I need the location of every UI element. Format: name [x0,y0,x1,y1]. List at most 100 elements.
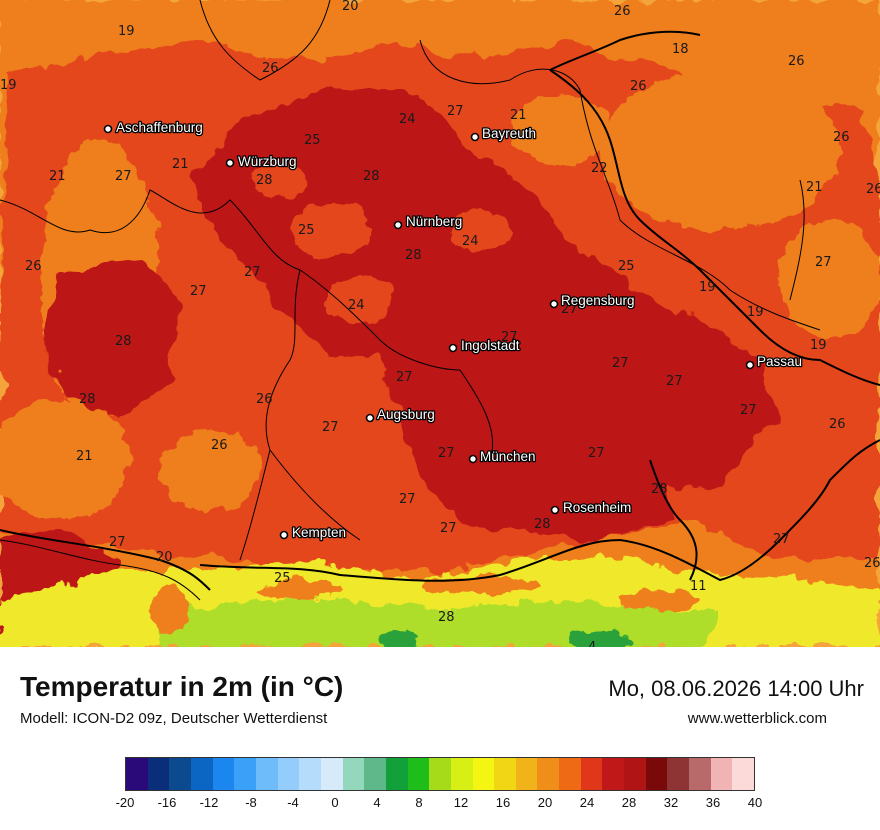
iso-label: 26 [262,61,279,76]
city-label: Ingolstadt [461,338,520,353]
map-title: Temperatur in 2m (in °C) [20,671,344,702]
city-augsburg[interactable]: Augsburg [365,406,436,423]
city-rosenheim[interactable]: Rosenheim [550,499,633,516]
city-muenchen[interactable]: München [468,448,537,465]
legend-tick-label: -4 [287,795,299,810]
zone-alps-deep-green [380,630,630,647]
legend-swatch [126,758,148,790]
iso-label: 26 [630,79,647,94]
iso-label: 28 [405,248,422,263]
legend-swatch [147,758,170,790]
legend-tick-label: 12 [453,795,469,810]
legend-swatch [255,758,278,790]
iso-label: 20 [156,550,173,565]
legend-tick-label: 40 [747,795,763,810]
legend-swatch [407,758,430,790]
iso-label: 27 [244,265,261,280]
iso-label: 21 [806,180,823,195]
legend-tick-label: 28 [621,795,637,810]
legend-swatch [624,758,646,790]
iso-label: 18 [672,42,689,57]
city-passau[interactable]: Passau [745,353,803,370]
legend-swatch [429,758,451,790]
iso-label: 28 [115,334,132,349]
website-link[interactable]: www.wetterblick.com [687,710,827,727]
iso-label: 28 [256,173,273,188]
iso-label: 26 [833,130,850,145]
iso-label: 27 [115,169,132,184]
iso-label: 24 [462,234,479,249]
city-bayreuth[interactable]: Bayreuth [470,125,537,142]
temperature-labels: 20 26 19 19 26 18 26 26 26 21 24 27 25 2… [0,0,880,647]
legend-swatch [559,758,581,790]
iso-label: 24 [399,112,416,127]
iso-label: 25 [304,133,321,148]
legend-swatch [299,758,321,790]
city-dot [225,158,235,168]
legend-tick-label: 16 [495,795,511,810]
iso-label: 27 [501,330,518,345]
city-wuerzburg[interactable]: Würzburg [225,153,298,170]
iso-label: 27 [190,284,207,299]
iso-label: 24 [348,298,365,313]
legend-swatch [537,758,560,790]
legend-swatch [385,758,408,790]
iso-label: 27 [322,420,339,435]
legend-swatch [689,758,711,790]
zone-cooler-patches [255,162,510,325]
legend-swatch [645,758,668,790]
iso-label: 19 [810,338,827,353]
iso-label: 4 [588,640,596,647]
city-dot [470,132,480,142]
legend-swatch [190,758,213,790]
legend-tick-label: 4 [373,795,381,810]
city-dot [468,454,478,464]
iso-label: 21 [172,157,189,172]
iso-label: 27 [438,446,455,461]
city-ingolstadt[interactable]: Ingolstadt [448,337,521,354]
city-regensburg[interactable]: Regensburg [549,292,636,309]
city-dot [279,530,289,540]
city-dot [393,220,403,230]
iso-label: 25 [274,571,291,586]
iso-label: 26 [25,259,42,274]
legend-swatch [277,758,300,790]
legend-swatch [667,758,690,790]
legend-swatch [342,758,365,790]
iso-label: 27 [447,104,464,119]
legend-tick-label: 24 [579,795,595,810]
iso-label: 27 [399,492,416,507]
iso-label: 27 [561,302,578,317]
legend-swatch [364,758,386,790]
iso-label: 27 [666,374,683,389]
iso-label: 26 [866,182,880,197]
iso-label: 21 [76,449,93,464]
city-aschaffenburg[interactable]: Aschaffenburg [103,119,204,136]
legend-swatch [515,758,538,790]
city-markers: Aschaffenburg Würzburg Bayreuth Nürnberg… [103,119,803,541]
city-dot [549,299,559,309]
legend-tick-label: -20 [115,795,135,810]
iso-label: 27 [740,403,757,418]
iso-label: 26 [788,54,805,69]
legend-swatch [602,758,625,790]
legend-swatch [494,758,516,790]
country-borders [0,30,880,591]
city-label: Würzburg [238,154,297,169]
legend-tick-label: -8 [245,795,257,810]
iso-label: 28 [363,169,380,184]
map-footer: Temperatur in 2m (in °C) Modell: ICON-D2… [0,647,880,830]
iso-label: 27 [815,255,832,270]
city-label: Rosenheim [563,500,631,515]
city-label: München [480,449,536,464]
legend-tick-label: 32 [663,795,679,810]
iso-label: 20 [342,0,359,14]
city-nuernberg[interactable]: Nürnberg [393,213,464,230]
city-label: Augsburg [377,407,435,422]
legend-tick-label: -16 [157,795,177,810]
legend-tick-label: 36 [705,795,721,810]
city-dot [365,413,375,423]
iso-label: 28 [651,482,668,497]
iso-label: 27 [612,356,629,371]
city-kempten[interactable]: Kempten [279,524,347,541]
